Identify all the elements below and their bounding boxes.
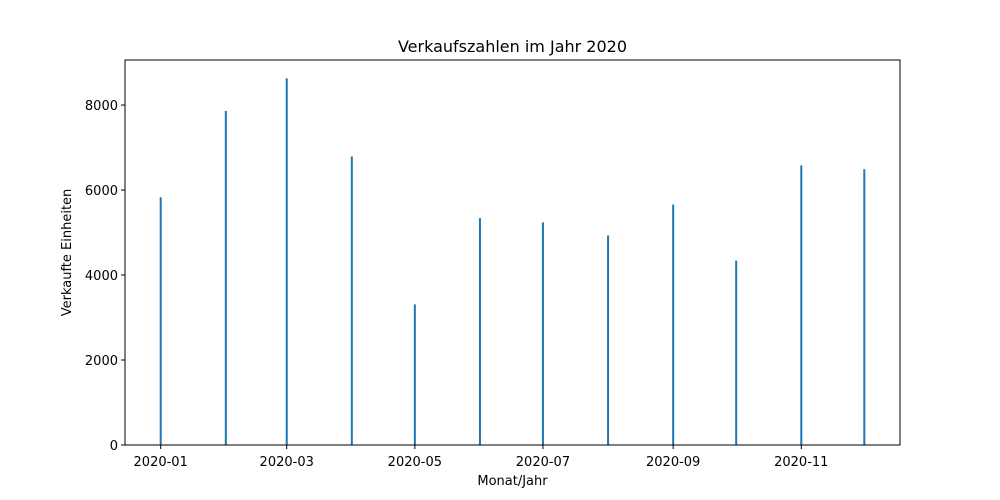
y-tick-label: 6000 (85, 184, 118, 199)
x-axis-label: Monat/Jahr (477, 474, 548, 489)
bar-2020-12 (863, 169, 866, 445)
x-tick-label: 2020-03 (260, 455, 314, 470)
bar-2020-09 (672, 204, 675, 445)
x-tick-label: 2020-11 (774, 455, 828, 470)
y-tick-label: 4000 (85, 269, 118, 284)
bar-2020-03 (285, 78, 288, 446)
bar-2020-08 (607, 235, 610, 445)
bar-2020-04 (350, 156, 353, 445)
bar-2020-06 (478, 218, 481, 445)
bars (159, 78, 866, 446)
bar-2020-02 (224, 110, 227, 446)
plot-frame (124, 59, 901, 446)
x-tick-label: 2020-09 (646, 455, 700, 470)
y-tick-label: 8000 (85, 99, 118, 114)
bar-2020-11 (800, 165, 803, 445)
x-tick-label: 2020-01 (134, 455, 188, 470)
bar-2020-07 (541, 222, 544, 445)
chart-title: Verkaufszahlen im Jahr 2020 (398, 37, 627, 56)
y-tick-label: 2000 (85, 354, 118, 369)
x-tick-label: 2020-07 (516, 455, 570, 470)
y-axis-label: Verkaufte Einheiten (60, 189, 75, 317)
y-tick-label: 0 (110, 439, 118, 454)
y-axis: 0 2000 4000 6000 8000 (85, 99, 125, 454)
bar-2020-05 (413, 304, 416, 445)
x-axis: 2020-01 2020-03 2020-05 2020-07 2020-09 2020-… (134, 445, 828, 470)
x-tick-label: 2020-05 (388, 455, 442, 470)
bar-2020-10 (735, 260, 738, 445)
bar-2020-01 (159, 197, 162, 445)
